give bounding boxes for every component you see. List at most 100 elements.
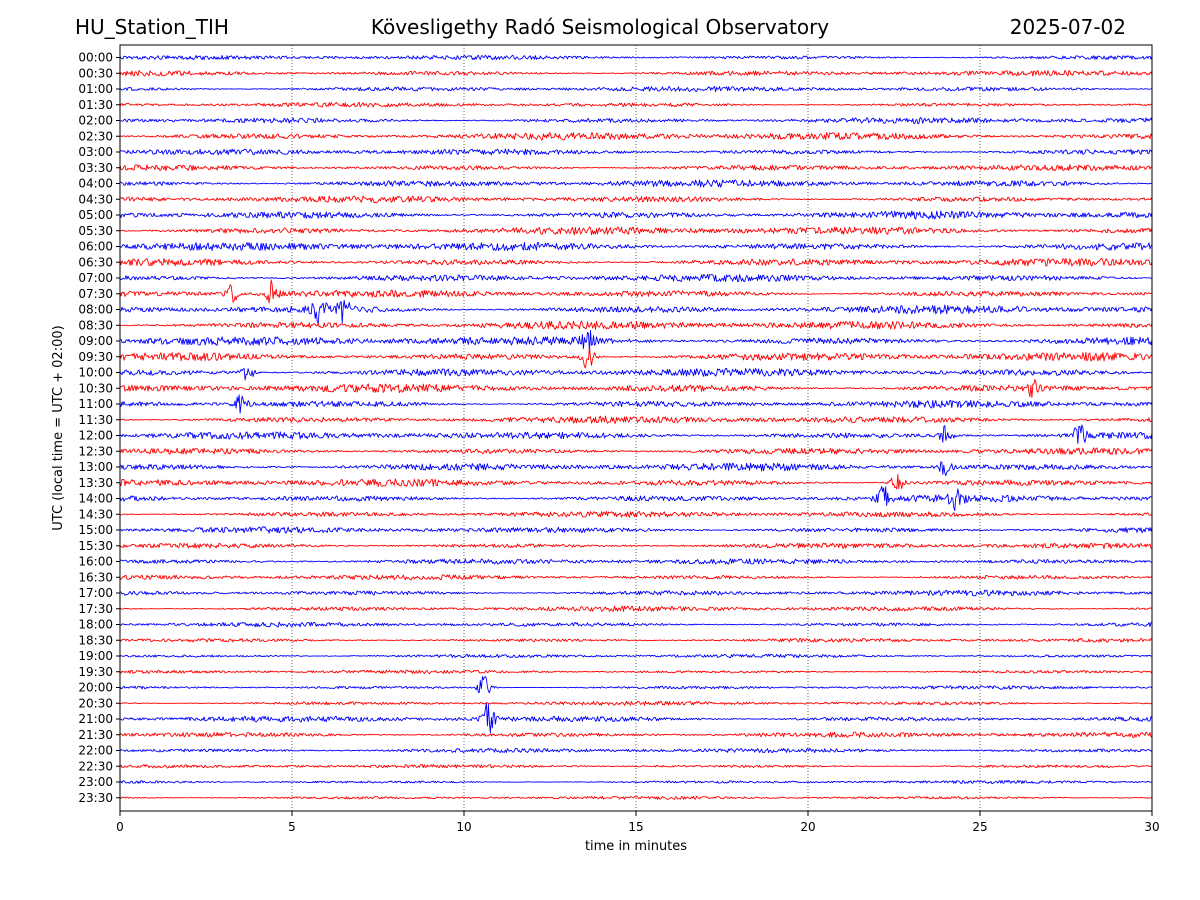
seismic-trace-2330 xyxy=(119,795,1153,800)
row-time-label: 13:00 xyxy=(78,460,113,474)
seismic-trace-2130 xyxy=(119,731,1153,738)
seismic-trace-1230 xyxy=(119,447,1153,456)
x-tick-label: 30 xyxy=(1144,820,1159,834)
seismic-trace-1530 xyxy=(119,542,1153,550)
row-time-label: 13:30 xyxy=(78,476,113,490)
x-axis: 0 5 10 15 20 25 30 xyxy=(116,811,1160,834)
seismic-trace-0530 xyxy=(119,226,1153,236)
row-time-label: 16:00 xyxy=(78,555,113,569)
row-time-label: 02:00 xyxy=(78,114,113,128)
seismic-trace-0130 xyxy=(119,101,1153,108)
seismic-trace-1430 xyxy=(119,510,1153,518)
x-tick-label: 10 xyxy=(456,820,471,834)
seismic-trace-1330 xyxy=(119,473,1153,490)
seismic-trace-0000 xyxy=(119,54,1153,61)
row-time-label: 08:00 xyxy=(78,303,113,317)
row-time-label: 23:00 xyxy=(78,775,113,789)
seismic-trace-0800 xyxy=(119,299,1153,325)
seismic-trace-1700 xyxy=(119,589,1153,597)
row-time-label: 17:30 xyxy=(78,602,113,616)
row-time-label: 17:00 xyxy=(78,586,113,600)
row-time-label: 20:30 xyxy=(78,696,113,710)
seismic-trace-0330 xyxy=(119,164,1153,172)
row-time-label: 03:00 xyxy=(78,145,113,159)
seismic-trace-1630 xyxy=(119,574,1153,581)
seismic-trace-2200 xyxy=(119,747,1153,754)
row-time-label: 09:00 xyxy=(78,334,113,348)
row-time-label: 11:30 xyxy=(78,413,113,427)
row-time-label: 15:00 xyxy=(78,523,113,537)
row-time-label: 03:30 xyxy=(78,161,113,175)
seismic-trace-0930 xyxy=(119,345,1153,369)
chart-title: Kövesligethy Radó Seismological Observat… xyxy=(370,15,830,39)
row-time-label: 08:30 xyxy=(78,318,113,332)
seismic-trace-0630 xyxy=(119,258,1153,267)
row-time-label: 05:30 xyxy=(78,224,113,238)
seismic-trace-0830 xyxy=(119,320,1153,330)
seismic-traces xyxy=(119,54,1153,800)
row-time-label: 05:00 xyxy=(78,208,113,222)
x-tick-label: 25 xyxy=(972,820,987,834)
seismic-trace-1400 xyxy=(119,485,1153,512)
seismic-trace-0900 xyxy=(119,329,1153,354)
seismic-trace-0230 xyxy=(119,132,1153,141)
seismic-trace-1600 xyxy=(119,558,1152,565)
y-axis-label: UTC (local time = UTC + 02:00) xyxy=(51,325,66,530)
row-time-label: 02:30 xyxy=(78,129,113,143)
row-time-label: 19:00 xyxy=(78,649,113,663)
row-time-label: 01:00 xyxy=(78,82,113,96)
seismic-trace-2000 xyxy=(119,676,1153,694)
seismic-trace-1000 xyxy=(119,367,1153,381)
seismic-trace-0500 xyxy=(119,210,1153,220)
chart-date: 2025-07-02 xyxy=(1009,15,1126,39)
row-time-label: 10:00 xyxy=(78,366,113,380)
seismic-trace-1830 xyxy=(119,637,1153,643)
row-time-label: 19:30 xyxy=(78,665,113,679)
row-time-label: 00:30 xyxy=(78,66,113,80)
row-time-label: 15:30 xyxy=(78,539,113,553)
row-time-label: 14:00 xyxy=(78,492,113,506)
row-time-label: 22:00 xyxy=(78,744,113,758)
row-time-label: 16:30 xyxy=(78,570,113,584)
row-time-label: 04:30 xyxy=(78,192,113,206)
row-time-label: 21:00 xyxy=(78,712,113,726)
row-time-label: 23:30 xyxy=(78,791,113,805)
seismic-trace-0300 xyxy=(119,148,1153,156)
station-name: HU_Station_TIH xyxy=(75,15,229,39)
row-time-label: 20:00 xyxy=(78,681,113,695)
seismic-trace-0600 xyxy=(119,241,1153,252)
row-time-label: 09:30 xyxy=(78,350,113,364)
row-time-label: 14:30 xyxy=(78,507,113,521)
seismic-trace-1800 xyxy=(119,621,1152,628)
seismic-trace-2030 xyxy=(119,700,1153,706)
seismic-trace-1030 xyxy=(119,379,1153,399)
seismic-trace-1500 xyxy=(119,526,1153,534)
row-time-label: 21:30 xyxy=(78,728,113,742)
seismic-trace-1300 xyxy=(119,461,1153,477)
seismic-trace-1130 xyxy=(119,415,1153,424)
row-time-label: 06:00 xyxy=(78,240,113,254)
seismic-trace-0700 xyxy=(119,273,1153,283)
row-time-label: 22:30 xyxy=(78,759,113,773)
x-axis-label: time in minutes xyxy=(585,839,687,854)
seismic-trace-1730 xyxy=(119,605,1153,612)
seismic-trace-1930 xyxy=(119,669,1153,674)
row-time-label: 06:30 xyxy=(78,255,113,269)
row-time-label: 07:00 xyxy=(78,271,113,285)
row-time-label: 00:00 xyxy=(78,51,113,65)
seismic-trace-0200 xyxy=(119,117,1153,124)
seismic-trace-2230 xyxy=(119,764,1153,769)
x-tick-label: 5 xyxy=(288,820,296,834)
x-tick-label: 20 xyxy=(800,820,815,834)
seismic-trace-0400 xyxy=(119,179,1152,188)
seismic-trace-0430 xyxy=(119,195,1153,204)
row-time-label: 07:30 xyxy=(78,287,113,301)
row-time-label: 01:30 xyxy=(78,98,113,112)
row-time-label: 18:30 xyxy=(78,633,113,647)
seismic-trace-2100 xyxy=(119,703,1153,734)
row-time-label: 12:00 xyxy=(78,429,113,443)
seismic-trace-0030 xyxy=(119,69,1153,77)
seismic-trace-0100 xyxy=(119,85,1153,93)
row-time-label: 04:00 xyxy=(78,177,113,191)
seismic-trace-0730 xyxy=(119,279,1153,304)
